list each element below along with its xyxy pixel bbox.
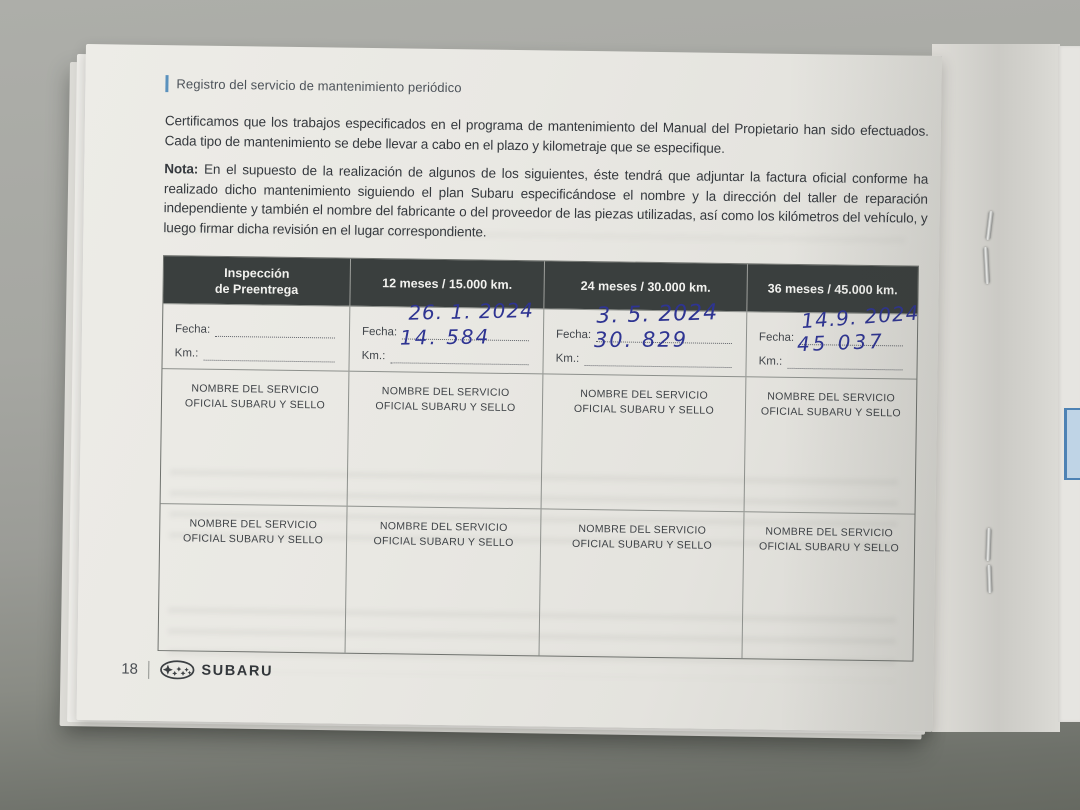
stamp-cell: NOMBRE DEL SERVICIO OFICIAL SUBARU Y SEL… — [345, 506, 542, 656]
stamp-cell-label: NOMBRE DEL SERVICIO OFICIAL SUBARU Y SEL… — [758, 525, 900, 555]
maintenance-record-table: Inspección de Preentrega 12 meses / 15.0… — [157, 255, 920, 662]
date-km-cell-12-meses: Fecha: Km.: 26. 1. 2024 14. 584 — [349, 298, 545, 374]
km-dotted-line — [584, 350, 732, 369]
fecha-label: Fecha: — [758, 331, 795, 344]
paper-bleedthrough — [165, 227, 906, 254]
table-header-row: Inspección de Preentrega 12 meses / 15.0… — [163, 256, 918, 314]
facing-page-blue-tab — [1064, 408, 1080, 480]
stamp-cell-label: NOMBRE DEL SERVICIO OFICIAL SUBARU Y SEL… — [184, 382, 326, 412]
header-cell-preentrega: Inspección de Preentrega — [163, 256, 352, 306]
header-cell-12-meses: 12 meses / 15.000 km. — [350, 258, 546, 309]
fecha-label: Fecha: — [555, 328, 592, 342]
booklet-page: Registro del servicio de mantenimiento p… — [76, 44, 942, 732]
handwritten-fecha-value: 3. 5. 2024 — [595, 300, 719, 329]
stamp-row-1: NOMBRE DEL SERVICIO OFICIAL SUBARU Y SEL… — [160, 368, 917, 514]
section-heading: Registro del servicio de mantenimiento p… — [165, 75, 462, 96]
fecha-dotted-line — [402, 324, 530, 342]
note-paragraph: Nota: En el supuesto de la realización d… — [163, 159, 928, 248]
date-km-cell-24-meses: Fecha: Km.: 3. 5. 2024 30. 829 — [543, 300, 748, 377]
paper-bleedthrough — [167, 607, 897, 682]
intro-paragraph: Certificamos que los trabajos especifica… — [164, 113, 929, 156]
stamp-cell: NOMBRE DEL SERVICIO OFICIAL SUBARU Y SEL… — [158, 504, 348, 653]
date-km-cell-36-meses: Fecha: Km.: 14.9. 2024 45 037 — [746, 301, 920, 378]
stamp-row-2: NOMBRE DEL SERVICIO OFICIAL SUBARU Y SEL… — [158, 503, 915, 661]
header-cell-24-meses: 24 meses / 30.000 km. — [544, 261, 748, 312]
stamp-cell-label: NOMBRE DEL SERVICIO OFICIAL SUBARU Y SEL… — [373, 520, 514, 550]
handwritten-km-value: 14. 584 — [399, 324, 491, 350]
stamp-cell-label: NOMBRE DEL SERVICIO OFICIAL SUBARU Y SEL… — [573, 387, 715, 417]
fecha-label: Fecha: — [361, 325, 398, 339]
subaru-logo-icon — [160, 660, 195, 680]
stamp-cell: NOMBRE DEL SERVICIO OFICIAL SUBARU Y SEL… — [539, 509, 745, 659]
date-km-row: Fecha: Km.: Fecha: Km.: 26. 1. 2024 — [162, 298, 920, 379]
staple-icon — [986, 564, 993, 594]
handwritten-fecha-value: 26. 1. 2024 — [408, 298, 535, 325]
km-label: Km.: — [174, 347, 199, 360]
section-marker-bar-icon — [165, 75, 169, 93]
fecha-dotted-line — [215, 321, 336, 339]
handwritten-km-value: 45 037 — [796, 328, 886, 357]
km-label: Km.: — [758, 355, 783, 368]
stamp-cell-label: NOMBRE DEL SERVICIO OFICIAL SUBARU Y SEL… — [571, 522, 713, 552]
subaru-brand: SUBARU — [159, 659, 273, 682]
stamp-cell: NOMBRE DEL SERVICIO OFICIAL SUBARU Y SEL… — [742, 512, 914, 660]
handwritten-fecha-value: 14.9. 2024 — [800, 300, 921, 334]
footer-divider — [147, 660, 150, 679]
handwritten-km-value: 30. 829 — [593, 327, 689, 352]
stamp-cell-label: NOMBRE DEL SERVICIO OFICIAL SUBARU Y SEL… — [182, 517, 324, 547]
page-footer: 18 SUBARU — [121, 659, 273, 682]
km-dotted-line — [787, 353, 903, 371]
km-label: Km.: — [555, 352, 580, 365]
stamp-cell-label: NOMBRE DEL SERVICIO OFICIAL SUBARU Y SEL… — [760, 390, 902, 420]
stamp-cell: NOMBRE DEL SERVICIO OFICIAL SUBARU Y SEL… — [160, 369, 350, 506]
km-dotted-line — [203, 345, 335, 363]
booklet-spine — [932, 44, 1060, 732]
stamp-cell-label: NOMBRE DEL SERVICIO OFICIAL SUBARU Y SEL… — [375, 385, 516, 415]
page-number: 18 — [121, 660, 139, 678]
subaru-wordmark: SUBARU — [201, 662, 274, 680]
header-cell-36-meses: 36 meses / 45.000 km. — [767, 281, 898, 297]
km-label: Km.: — [361, 349, 386, 363]
km-dotted-line — [390, 348, 529, 366]
fecha-dotted-line — [596, 327, 733, 345]
paper-bleedthrough — [168, 469, 899, 558]
stamp-cell: NOMBRE DEL SERVICIO OFICIAL SUBARU Y SEL… — [347, 371, 544, 509]
date-km-cell-preentrega: Fecha: Km.: — [162, 304, 351, 371]
stamp-cell: NOMBRE DEL SERVICIO OFICIAL SUBARU Y SEL… — [745, 377, 917, 513]
facing-page-edge — [1058, 46, 1080, 722]
fecha-label: Fecha: — [174, 323, 211, 336]
note-text: En el supuesto de la realización de algu… — [163, 161, 929, 240]
section-title: Registro del servicio de mantenimiento p… — [176, 76, 462, 96]
fecha-dotted-line — [799, 329, 904, 347]
note-label: Nota: — [164, 161, 199, 177]
stamp-cell: NOMBRE DEL SERVICIO OFICIAL SUBARU Y SEL… — [541, 374, 747, 512]
